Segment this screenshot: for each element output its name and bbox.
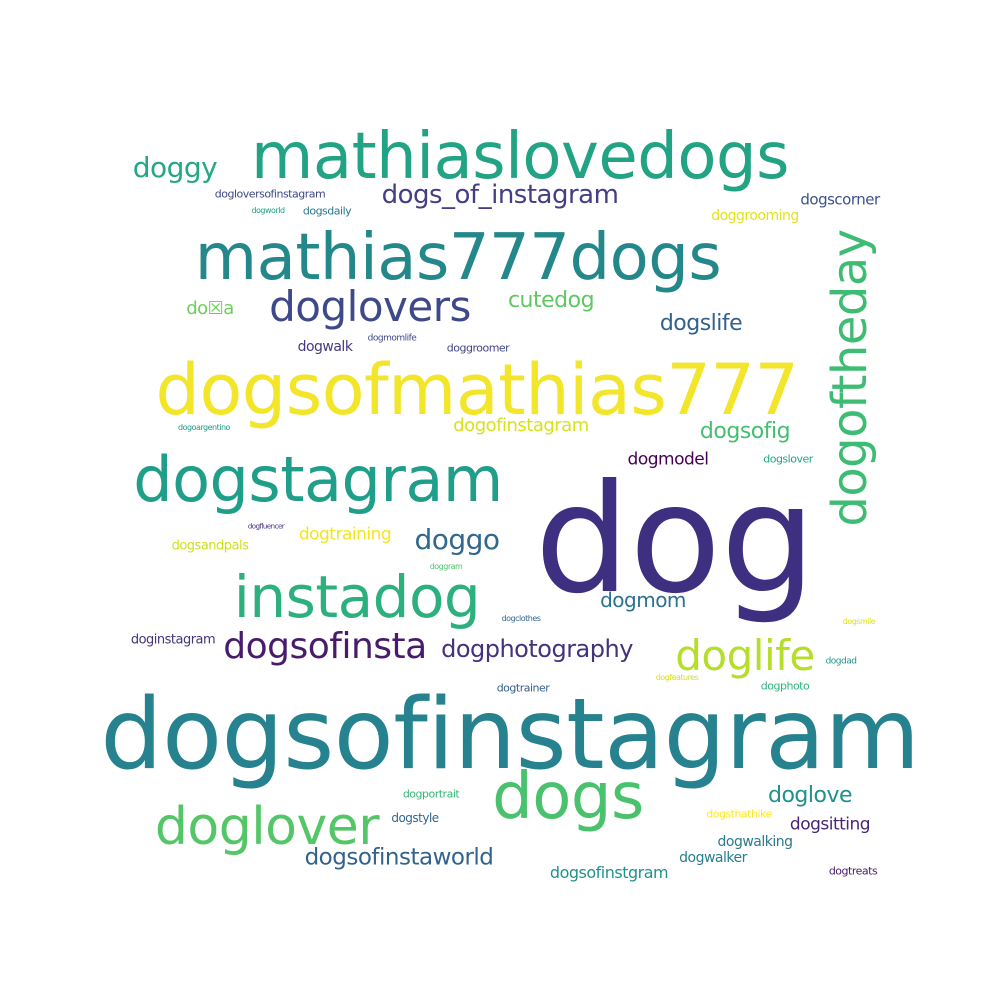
word-27: dogsofinstgram (549, 863, 669, 882)
word-10: doglovers (269, 282, 471, 331)
word-26: dogtraining (298, 524, 392, 545)
word-9: dogoftheday (822, 229, 878, 527)
word-15: doggo (414, 523, 500, 556)
word-38: dogstyle (391, 811, 439, 825)
word-39: dogportrait (402, 787, 460, 801)
word-41: dogtreats (828, 864, 878, 878)
word-31: dogwalking (717, 834, 793, 850)
word-40: dogsthathike (706, 807, 772, 821)
word-8: doglover (154, 797, 380, 857)
word-44: dogworld (251, 206, 285, 215)
word-28: do☒a (186, 298, 234, 319)
word-7: instadog (233, 563, 481, 631)
word-37: dogphoto (760, 679, 810, 693)
word-49: dogfluencer (247, 522, 285, 531)
word-32: dogwalker (679, 850, 747, 866)
word-48: dogslover (763, 452, 813, 466)
word-34: dogsandpals (171, 538, 249, 554)
word-47: dogoargentino (178, 423, 230, 432)
word-6: dogs (492, 760, 644, 834)
word-52: dogsmile (842, 617, 876, 626)
word-18: cutedog (507, 288, 595, 313)
word-45: dogmomlife (367, 333, 417, 344)
word-29: dogscorner (800, 190, 880, 209)
word-51: dogclothes (501, 614, 541, 623)
word-16: dogphotography (441, 635, 633, 663)
word-3: mathiaslovedogs (251, 120, 790, 194)
word-0: dog (534, 453, 816, 627)
word-13: dogs_of_instagram (381, 180, 619, 210)
word-20: dogsofig (699, 419, 791, 444)
word-46: doggroomer (446, 341, 510, 355)
word-1: dogsofinstagram (100, 678, 920, 792)
word-36: dogtrainer (496, 681, 550, 695)
word-50: doggram (429, 562, 463, 571)
word-25: dogsitting (789, 814, 871, 835)
word-21: doglove (767, 783, 853, 808)
word-4: mathias777dogs (194, 221, 722, 295)
word-2: dogsofmathias777 (155, 349, 799, 431)
word-11: doglife (675, 631, 815, 680)
word-14: doggy (132, 151, 218, 184)
word-17: dogsofinstaworld (304, 844, 494, 871)
word-5: dogstagram (133, 443, 503, 516)
word-35: doginstagram (130, 632, 216, 648)
word-12: dogsofinsta (223, 626, 427, 667)
word-53: dogdad (825, 656, 857, 667)
word-19: dogslife (659, 311, 743, 336)
word-23: dogofinstagram (453, 415, 589, 436)
word-24: dogmodel (627, 449, 709, 470)
word-43: dogsdaily (302, 204, 352, 218)
word-54: dogfeatures (655, 673, 699, 682)
word-22: dogmom (600, 588, 686, 612)
word-33: dogwalk (297, 339, 353, 355)
word-42: dogloversofinstagram (214, 187, 326, 201)
word-30: doggrooming (711, 208, 799, 224)
